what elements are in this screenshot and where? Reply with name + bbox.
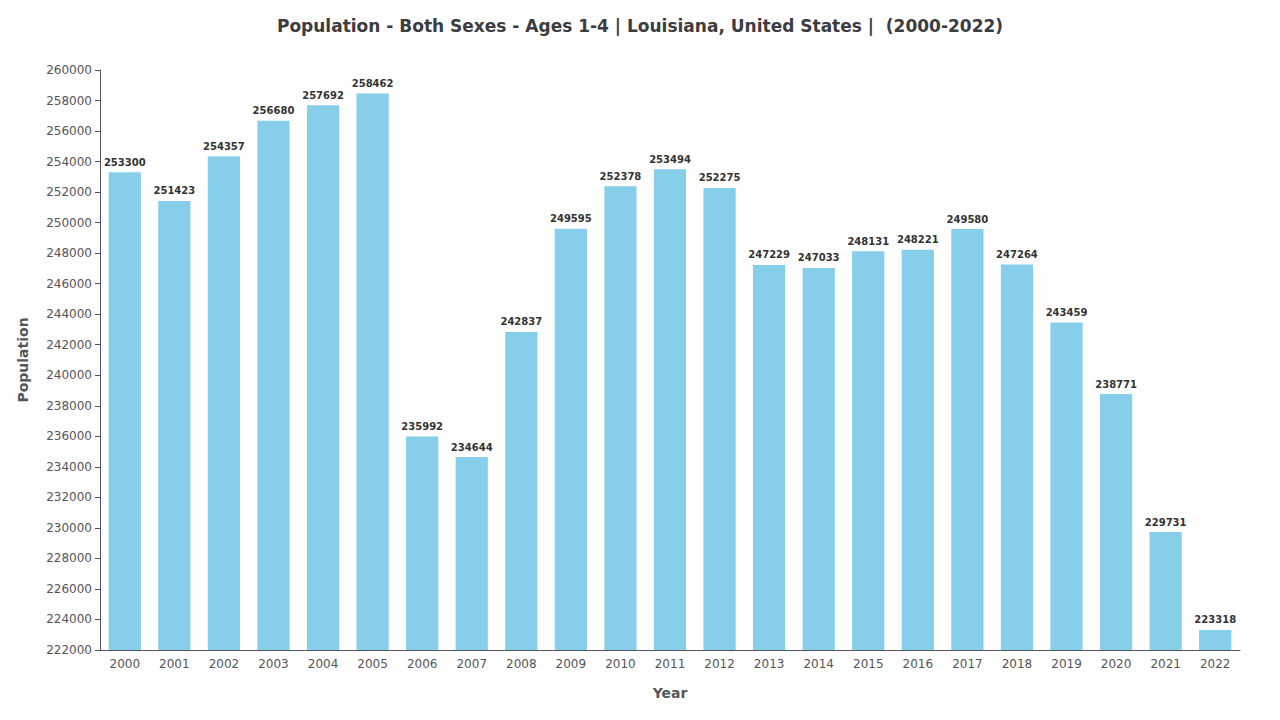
svg-text:252000: 252000 <box>46 185 92 199</box>
svg-text:248221: 248221 <box>897 234 939 245</box>
svg-text:254000: 254000 <box>46 155 92 169</box>
svg-text:2020: 2020 <box>1101 657 1132 671</box>
svg-text:2015: 2015 <box>853 657 884 671</box>
svg-text:234644: 234644 <box>451 442 493 453</box>
svg-text:249580: 249580 <box>947 214 989 225</box>
svg-text:2010: 2010 <box>605 657 636 671</box>
svg-text:242837: 242837 <box>500 316 542 327</box>
svg-text:248131: 248131 <box>847 236 889 247</box>
svg-text:230000: 230000 <box>46 521 92 535</box>
svg-text:2009: 2009 <box>556 657 587 671</box>
svg-text:243459: 243459 <box>1046 307 1088 318</box>
svg-text:2007: 2007 <box>456 657 487 671</box>
svg-text:Population - Both Sexes - Ages: Population - Both Sexes - Ages 1-4 | Lou… <box>277 16 1003 36</box>
svg-text:236000: 236000 <box>46 429 92 443</box>
svg-text:234000: 234000 <box>46 460 92 474</box>
svg-text:260000: 260000 <box>46 63 92 77</box>
svg-text:2000: 2000 <box>110 657 141 671</box>
svg-text:229731: 229731 <box>1145 517 1187 528</box>
svg-text:232000: 232000 <box>46 490 92 504</box>
svg-text:224000: 224000 <box>46 612 92 626</box>
svg-text:253494: 253494 <box>649 154 691 165</box>
svg-text:254357: 254357 <box>203 141 245 152</box>
svg-text:2022: 2022 <box>1200 657 1231 671</box>
svg-text:244000: 244000 <box>46 307 92 321</box>
svg-text:2001: 2001 <box>159 657 190 671</box>
svg-text:2005: 2005 <box>357 657 388 671</box>
svg-text:2011: 2011 <box>655 657 686 671</box>
svg-text:253300: 253300 <box>104 157 146 168</box>
svg-text:258000: 258000 <box>46 94 92 108</box>
svg-text:247229: 247229 <box>748 249 790 260</box>
svg-text:222000: 222000 <box>46 643 92 657</box>
svg-text:242000: 242000 <box>46 338 92 352</box>
svg-text:238000: 238000 <box>46 399 92 413</box>
svg-text:2021: 2021 <box>1150 657 1181 671</box>
svg-text:256000: 256000 <box>46 124 92 138</box>
svg-text:226000: 226000 <box>46 582 92 596</box>
svg-text:247033: 247033 <box>798 252 840 263</box>
svg-text:2004: 2004 <box>308 657 339 671</box>
svg-text:252378: 252378 <box>600 171 642 182</box>
svg-text:256680: 256680 <box>253 105 295 116</box>
svg-text:250000: 250000 <box>46 216 92 230</box>
svg-text:223318: 223318 <box>1194 614 1236 625</box>
svg-text:258462: 258462 <box>352 78 394 89</box>
svg-text:2016: 2016 <box>903 657 934 671</box>
svg-text:238771: 238771 <box>1095 379 1137 390</box>
svg-text:2019: 2019 <box>1051 657 1082 671</box>
svg-text:249595: 249595 <box>550 213 592 224</box>
svg-text:228000: 228000 <box>46 551 92 565</box>
svg-text:252275: 252275 <box>699 172 741 183</box>
svg-text:2014: 2014 <box>803 657 834 671</box>
svg-text:2002: 2002 <box>209 657 240 671</box>
svg-text:2017: 2017 <box>952 657 983 671</box>
svg-text:2003: 2003 <box>258 657 289 671</box>
svg-text:251423: 251423 <box>153 185 195 196</box>
svg-text:Population: Population <box>15 317 31 402</box>
svg-text:248000: 248000 <box>46 246 92 260</box>
svg-text:Year: Year <box>652 685 688 701</box>
svg-text:257692: 257692 <box>302 90 344 101</box>
svg-text:2018: 2018 <box>1002 657 1033 671</box>
svg-text:235992: 235992 <box>401 421 443 432</box>
svg-text:2012: 2012 <box>704 657 735 671</box>
svg-text:246000: 246000 <box>46 277 92 291</box>
svg-text:2013: 2013 <box>754 657 785 671</box>
svg-text:240000: 240000 <box>46 368 92 382</box>
svg-text:247264: 247264 <box>996 249 1038 260</box>
svg-text:2008: 2008 <box>506 657 537 671</box>
svg-text:2006: 2006 <box>407 657 438 671</box>
